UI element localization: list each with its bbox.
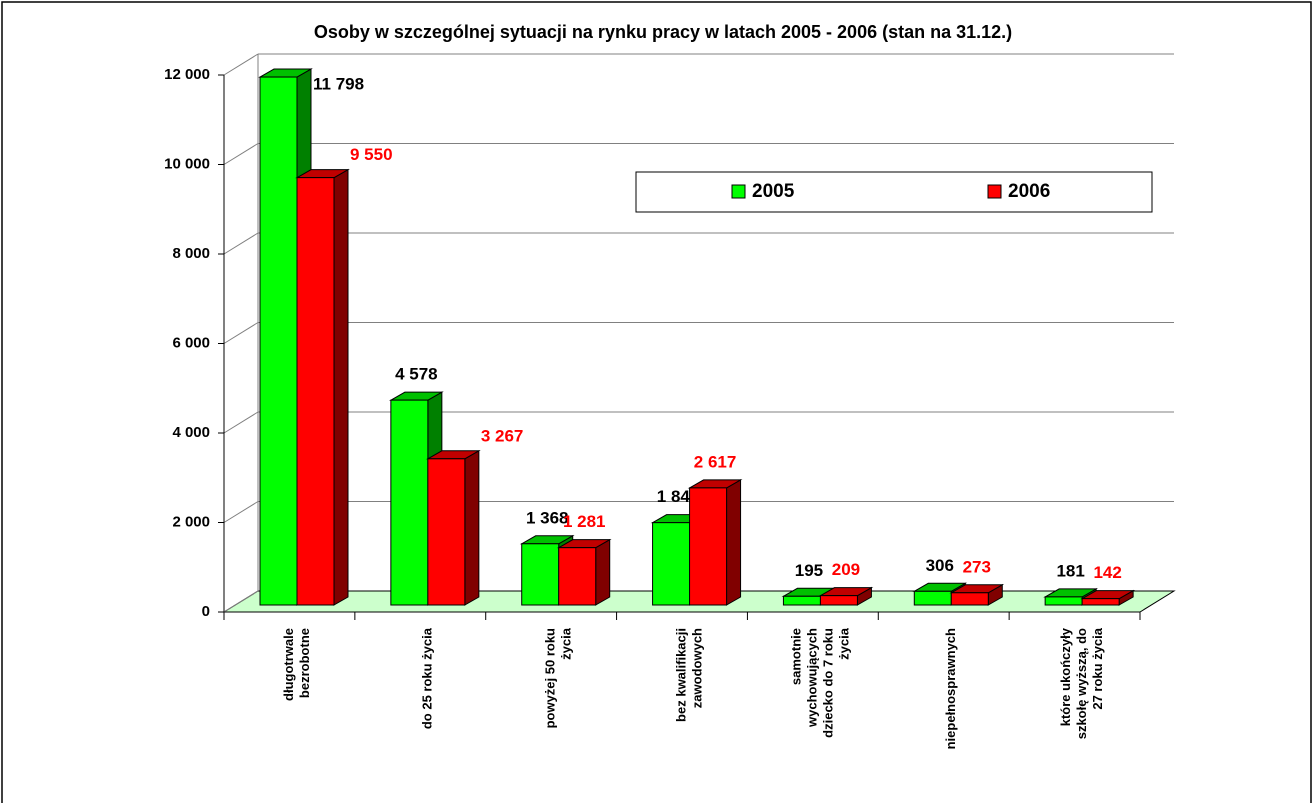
value-label: 1 281 [563,512,606,531]
x-tick-label: bezrobotne [297,628,312,698]
value-label: 273 [963,557,991,576]
y-tick-label: 6 000 [172,334,210,351]
bar-front [652,522,691,606]
legend-label: 2006 [1008,181,1050,202]
bar [1080,589,1136,606]
x-tick-label: życia [836,627,851,660]
bar-front [259,76,298,606]
bar-front [521,543,560,606]
grid-line [223,143,259,165]
bar-side [333,168,349,606]
bar-front [689,487,728,606]
x-tick-label: życia [559,627,574,660]
value-label: 9 550 [350,145,393,164]
legend-label: 2005 [752,181,795,202]
bar-front [390,399,429,606]
legend-swatch [987,184,1002,199]
value-label: 1 368 [526,508,569,527]
value-label: 3 267 [481,426,524,445]
value-label: 11 798 [313,75,364,94]
value-label: 4 578 [395,365,438,384]
bar-front [819,595,858,606]
x-tick-label: dziecko do 7 roku [820,628,835,738]
x-tick-label: zawodowych [689,628,704,708]
x-tick-label: 27 roku życia [1090,627,1105,709]
grid-line [223,590,259,613]
x-tick-label: długotrwale [281,628,296,701]
bar-front [1081,598,1120,606]
bar-front [427,458,466,606]
x-tick-label: do 25 roku życia [420,627,435,729]
x-tick-label: które ukończyły [1058,627,1073,726]
bar-front [782,595,821,606]
y-tick-label: 10 000 [164,155,210,172]
bar [556,538,612,606]
x-tick-label: samotnie [788,628,803,685]
bar [425,449,481,606]
y-tick-label: 4 000 [172,424,210,441]
value-label: 142 [1093,563,1121,582]
x-tick-label: bez kwalifikacji [673,628,688,722]
value-label: 1 840 [657,487,700,506]
bar-front [558,547,597,606]
bar-front [1044,596,1083,606]
y-tick-label: 0 [202,603,210,620]
x-tick-label: niepełnosprawnych [943,628,958,749]
chart-title: Osoby w szczególnej sytuacji na rynku pr… [314,22,1012,42]
value-label: 181 [1056,561,1084,580]
value-label: 2 617 [694,452,737,471]
bar-side [595,538,611,606]
legend-swatch [731,184,746,199]
grid-line [223,53,259,76]
y-tick-label: 8 000 [172,245,210,262]
grid-line [223,322,259,344]
x-tick-label: szkołę wyższą, do [1074,628,1089,739]
x-tick-label: powyżej 50 roku [543,628,558,728]
bar-side [464,449,480,606]
bar-front [913,590,952,606]
legend-box [635,171,1153,213]
bar-front [296,177,335,606]
grid-line [223,411,259,434]
value-label: 306 [926,556,954,575]
grid-line [223,232,259,255]
value-label: 209 [832,560,860,579]
bar [949,583,1005,606]
bar-side [726,479,742,606]
value-label: 195 [795,561,823,580]
bar [818,586,874,606]
bar-front [950,592,989,606]
bar [687,479,743,606]
grid-line [223,501,259,523]
bar [295,168,350,606]
y-tick-label: 2 000 [172,513,210,530]
x-tick-label: wychowujących [804,628,819,728]
y-tick-label: 12 000 [164,66,210,83]
